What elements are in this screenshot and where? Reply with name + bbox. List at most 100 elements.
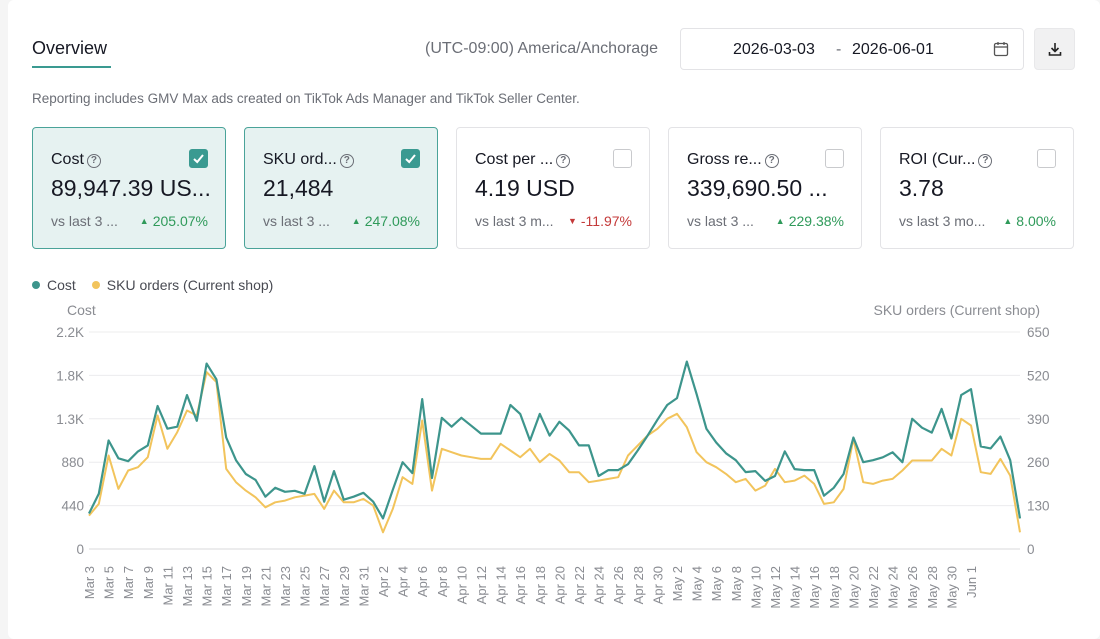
metric-card[interactable]: ROI (Cur...? 3.78 vs last 3 mo... ▲ 8.00% [880,127,1074,249]
metric-change-value: -11.97% [580,213,632,229]
metric-change: ▲ 8.00% [1003,213,1056,229]
download-button[interactable] [1034,28,1075,70]
date-end[interactable]: 2026-06-01 [852,41,934,58]
x-tick-label: Apr 8 [435,566,450,597]
legend-item-cost[interactable]: Cost [32,277,76,293]
help-icon[interactable]: ? [86,154,101,168]
metric-title: Cost? [51,151,101,169]
x-tick-label: Apr 30 [650,566,665,604]
date-range-picker[interactable]: 2026-03-03 - 2026-06-01 [680,28,1024,70]
x-tick-label: Mar 25 [298,566,313,606]
metric-checkbox[interactable] [1037,149,1056,168]
date-start[interactable]: 2026-03-03 [733,41,815,58]
metric-change-value: 205.07% [152,213,208,229]
metric-card[interactable]: SKU ord...? 21,484 vs last 3 ... ▲ 247.08% [244,127,438,249]
right-axis-title: SKU orders (Current shop) [873,302,1040,318]
legend-label-sku-orders: SKU orders (Current shop) [106,277,274,293]
x-tick-label: Jun 1 [964,566,979,598]
x-tick-label: May 10 [748,566,763,609]
left-tick-label: 2.2K [56,325,84,340]
x-tick-label: Mar 9 [141,566,156,599]
metric-title-text: SKU ord... [263,151,337,168]
x-tick-label: Mar 17 [219,566,234,606]
metric-change: ▲ 247.08% [352,213,420,229]
timezone-label: (UTC-09:00) America/Anchorage [425,40,658,57]
x-tick-label: May 28 [925,566,940,609]
right-tick-label: 650 [1027,325,1050,340]
arrow-up-icon: ▲ [775,216,785,226]
x-tick-label: Apr 10 [454,566,469,604]
x-tick-label: Mar 15 [200,566,215,606]
legend-item-sku-orders[interactable]: SKU orders (Current shop) [91,277,274,293]
metric-value: 3.78 [899,175,944,201]
x-tick-label: Apr 6 [415,566,430,597]
left-tick-label: 1.3K [56,412,84,427]
metric-checkbox[interactable] [613,149,632,168]
right-tick-label: 130 [1027,499,1050,514]
metric-title: Gross re...? [687,151,779,169]
x-tick-label: Apr 24 [592,566,607,604]
metric-checkbox[interactable] [189,149,208,168]
tab-overview[interactable]: Overview [32,38,108,58]
x-tick-label: May 8 [729,566,744,601]
x-tick-label: May 2 [670,566,685,601]
metric-value: 339,690.50 ... [687,175,828,201]
metric-change: ▲ 229.38% [776,213,844,229]
x-tick-label: Apr 20 [552,566,567,604]
metric-checkbox[interactable] [401,149,420,168]
arrow-up-icon: ▲ [139,216,149,226]
left-tick-label: 440 [61,499,84,514]
x-tick-label: Apr 14 [494,566,509,604]
series-line-sku-orders [88,371,1021,534]
x-tick-label: May 18 [827,566,842,609]
metric-change-value: 247.08% [364,213,420,229]
help-icon[interactable]: ? [764,154,779,168]
metric-card[interactable]: Cost? 89,947.39 US... vs last 3 ... ▲ 205.07… [32,127,226,249]
x-tick-label: May 14 [788,566,803,609]
x-tick-label: Apr 12 [474,566,489,604]
x-tick-label: Mar 5 [102,566,117,599]
download-icon [1048,43,1062,56]
metric-title-text: Cost [51,151,84,168]
metric-card[interactable]: Cost per ...? 4.19 USD vs last 3 m... ▼ -11.… [456,127,650,249]
metric-change: ▼ -11.97% [568,213,632,229]
series-line-cost [88,360,1022,520]
check-icon [193,154,204,164]
x-tick-label: Apr 16 [513,566,528,604]
x-tick-label: May 4 [690,566,705,601]
x-tick-label: Mar 3 [82,566,97,599]
x-tick-label: Apr 26 [611,566,626,604]
x-tick-label: May 6 [709,566,724,601]
x-tick-label: Apr 2 [376,566,391,597]
metric-change: ▲ 205.07% [140,213,208,229]
help-icon[interactable]: ? [556,154,571,168]
x-tick-label: Apr 4 [396,566,411,597]
x-tick-label: May 16 [807,566,822,609]
x-tick-label: May 20 [846,566,861,609]
help-icon[interactable]: ? [339,154,354,168]
metric-title: SKU ord...? [263,151,354,169]
calendar-icon[interactable] [993,41,1009,57]
reporting-note: Reporting includes GMV Max ads created o… [32,91,580,106]
chart-legend: Cost SKU orders (Current shop) [32,277,273,293]
left-tick-label: 0 [76,542,84,557]
metric-checkbox[interactable] [825,149,844,168]
left-tick-label: 1.8K [56,368,84,383]
x-tick-label: May 24 [886,566,901,609]
metric-comparison: vs last 3 mo... [899,213,986,229]
metric-title: Cost per ...? [475,151,571,169]
right-tick-label: 520 [1027,368,1050,383]
metric-change-value: 229.38% [788,213,844,229]
x-tick-label: May 26 [905,566,920,609]
x-tick-label: Apr 18 [533,566,548,604]
overview-panel: Overview (UTC-09:00) America/Anchorage 2… [8,0,1100,639]
x-tick-label: Mar 7 [121,566,136,599]
x-tick-label: May 12 [768,566,783,609]
metric-title: ROI (Cur...? [899,151,993,169]
left-tick-label: 880 [61,455,84,470]
x-tick-label: Mar 19 [239,566,254,606]
help-icon[interactable]: ? [978,154,993,168]
arrow-down-icon: ▼ [567,216,577,226]
metric-title-text: Cost per ... [475,151,554,168]
metric-card[interactable]: Gross re...? 339,690.50 ... vs last 3 ... ▲… [668,127,862,249]
